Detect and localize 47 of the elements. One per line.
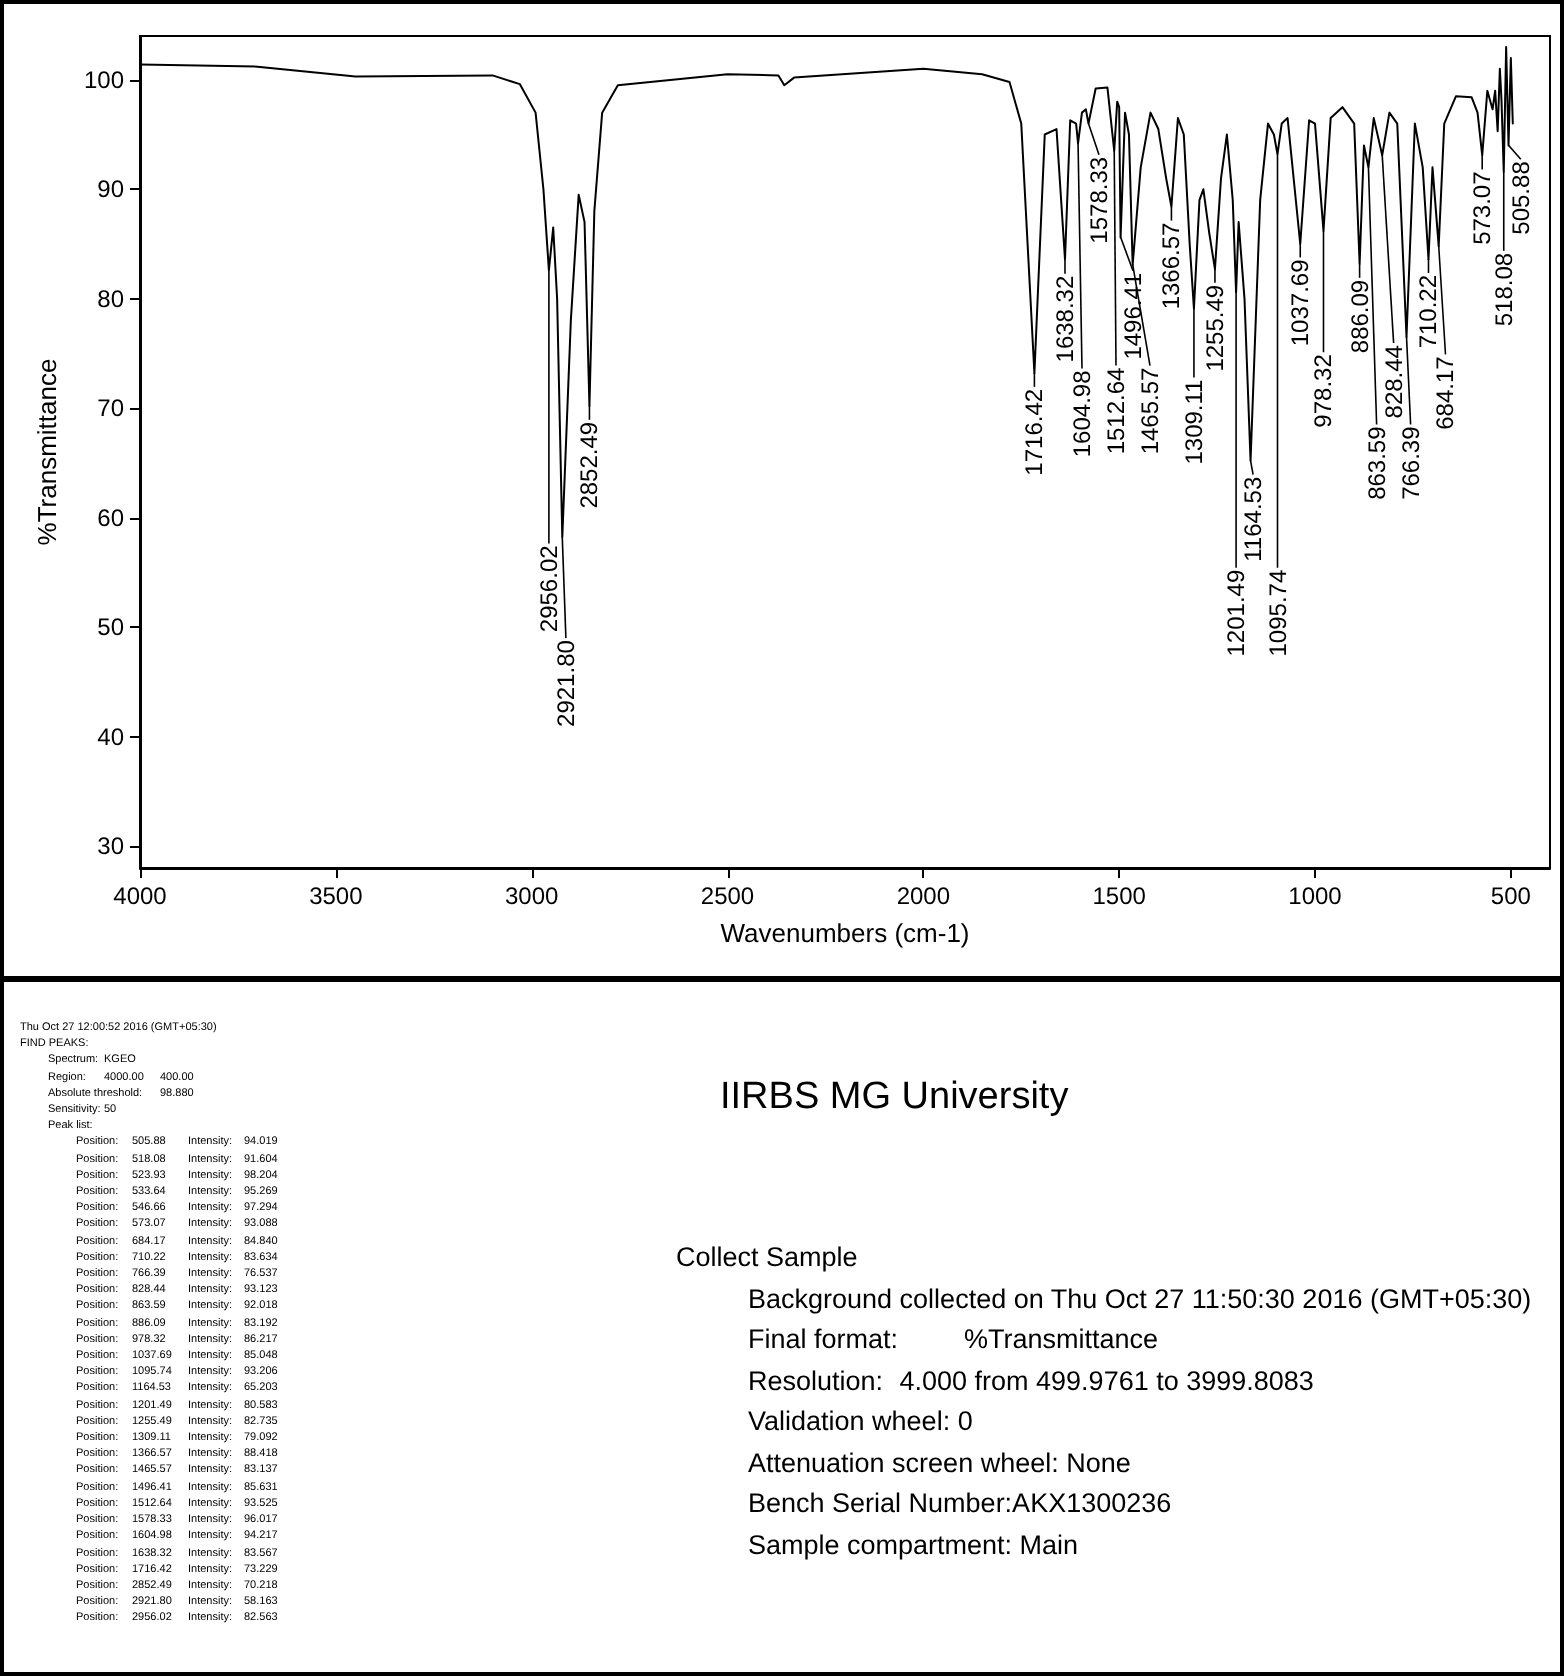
annotation: 1716.42	[1020, 388, 1049, 476]
annotation: 766.39	[1396, 425, 1425, 500]
text: IIRBS MG University	[720, 1076, 1069, 1120]
x-tick-label: 3500	[309, 882, 364, 910]
annotation: 2956.02	[534, 544, 563, 633]
annotation: 1638.32	[1050, 275, 1079, 363]
annotation: 978.32	[1309, 353, 1338, 428]
annotation: 1095.74	[1263, 569, 1292, 657]
annotation: 518.08	[1489, 252, 1518, 327]
annotation: 1604.98	[1067, 369, 1096, 458]
annotation: 886.09	[1345, 279, 1374, 354]
annotation: 505.88	[1506, 160, 1535, 235]
annotation: 684.17	[1431, 355, 1460, 430]
x-tick-label: 2500	[700, 882, 755, 910]
y-tick-label: 100	[83, 65, 125, 94]
annotation: 1255.49	[1200, 284, 1229, 372]
x-tick-label: 4000	[113, 882, 168, 910]
x-tick-label: 500	[1490, 882, 1532, 910]
y-tick-label: 60	[97, 503, 125, 532]
y-tick-label: 90	[97, 175, 125, 204]
y-axis-title: %Transmittance	[32, 358, 62, 546]
annotation: 710.22	[1414, 274, 1443, 349]
x-axis-title: Wavenumbers (cm-1)	[720, 918, 970, 948]
y-tick-label: 30	[97, 832, 125, 861]
annotation: 1496.41	[1118, 272, 1147, 360]
x-tick-label: 3000	[504, 882, 560, 910]
annotation: 828.44	[1379, 344, 1408, 419]
x-tick-label: 1500	[1092, 882, 1147, 910]
annotation: 1037.69	[1286, 258, 1315, 347]
annotation: 573.07	[1468, 170, 1497, 245]
annotation: 1309.11	[1179, 378, 1208, 465]
annotation: 1366.57	[1157, 221, 1186, 310]
annotation: 1578.33	[1084, 156, 1113, 244]
y-tick-label: 50	[97, 613, 125, 642]
annotation: 2852.49	[575, 421, 604, 509]
y-tick-label: 80	[97, 284, 125, 313]
annotation: 1201.49	[1222, 569, 1251, 657]
annotation: 1465.57	[1135, 366, 1164, 455]
y-tick-label: 40	[97, 722, 125, 751]
annotation: 2921.80	[551, 639, 580, 727]
x-tick-label: 2000	[896, 882, 951, 910]
x-tick-label: 1000	[1288, 882, 1343, 910]
annotation: 1512.64	[1101, 366, 1130, 455]
text: Collect Sample Background collected on Thu Oct 27 11:50:30 2016 (GMT+05:30) Final format: %Transmittance Resolution: 4.000 from 499.9761 to 3999.8083 Validation wheel: 0 Attenuation screen wheel: None Bench Serial Number:AKX1300236 Sample compartment: Main	[676, 1240, 1532, 1564]
annotation: 863.59	[1362, 425, 1391, 500]
annotation: 1164.53	[1239, 476, 1268, 562]
y-tick-label: 70	[97, 394, 125, 423]
